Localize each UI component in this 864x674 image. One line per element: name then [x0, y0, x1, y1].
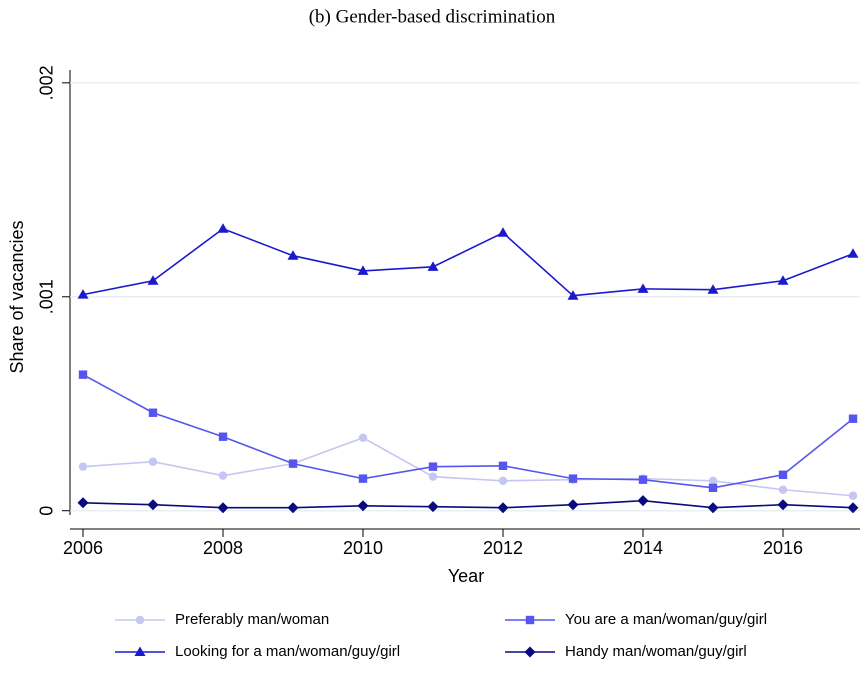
data-point [497, 227, 509, 237]
series-line [82, 499, 854, 509]
data-point [148, 408, 158, 417]
data-point [637, 495, 649, 507]
data-point [708, 476, 718, 485]
x-tick-label: 2010 [343, 538, 383, 558]
data-point [358, 433, 368, 442]
series-line [82, 373, 854, 489]
data-point [637, 283, 649, 293]
data-point [147, 275, 159, 285]
legend-marker [134, 646, 146, 656]
data-point [147, 499, 159, 511]
data-point [428, 462, 438, 471]
data-point [78, 370, 88, 379]
data-point [777, 275, 789, 285]
data-point [358, 474, 368, 483]
legend-label: Handy man/woman/guy/girl [565, 643, 747, 660]
data-point [428, 472, 438, 481]
y-axis-label: Share of vacancies [7, 220, 27, 373]
x-tick-label: 2012 [483, 538, 523, 558]
series-line [82, 436, 854, 497]
data-point [778, 470, 788, 479]
data-point [707, 502, 719, 514]
data-point [848, 414, 858, 423]
data-point [568, 474, 578, 483]
data-point [287, 502, 299, 514]
data-point [357, 500, 369, 512]
data-point [567, 290, 579, 300]
legend-label: Preferably man/woman [175, 611, 329, 628]
data-point [848, 491, 858, 500]
data-point [427, 501, 439, 513]
x-tick-label: 2006 [63, 538, 103, 558]
chart-title: (b) Gender-based discrimination [309, 6, 556, 27]
data-point [218, 432, 228, 441]
data-point [217, 502, 229, 514]
data-point [847, 248, 859, 258]
x-tick-label: 2016 [763, 538, 803, 558]
data-point [497, 502, 509, 514]
data-point [148, 457, 158, 466]
y-tick-label: .002 [37, 65, 57, 100]
legend-marker [135, 615, 145, 625]
legend-marker [525, 615, 535, 625]
data-point [217, 223, 229, 233]
data-point [287, 250, 299, 260]
data-point [498, 476, 508, 485]
legend-label: Looking for a man/woman/guy/girl [175, 643, 400, 660]
legend-marker [524, 646, 536, 658]
data-point [357, 265, 369, 275]
data-point [707, 284, 719, 294]
data-point [638, 475, 648, 484]
data-point [78, 462, 88, 471]
data-point [708, 483, 718, 493]
data-point [847, 502, 859, 514]
data-point [777, 499, 789, 511]
data-point [498, 461, 508, 470]
legend-label: You are a man/woman/guy/girl [565, 611, 767, 628]
data-point [77, 497, 89, 509]
series-line [82, 227, 854, 297]
y-tick-label: 0 [37, 506, 57, 516]
data-point [218, 471, 228, 480]
x-tick-label: 2008 [203, 538, 243, 558]
x-tick-label: 2014 [623, 538, 663, 558]
data-point [427, 261, 439, 271]
data-point [77, 289, 89, 299]
x-axis-label: Year [448, 566, 484, 586]
y-tick-label: .001 [37, 279, 57, 314]
data-point [778, 485, 788, 494]
data-point [288, 459, 298, 468]
data-point [567, 499, 579, 511]
